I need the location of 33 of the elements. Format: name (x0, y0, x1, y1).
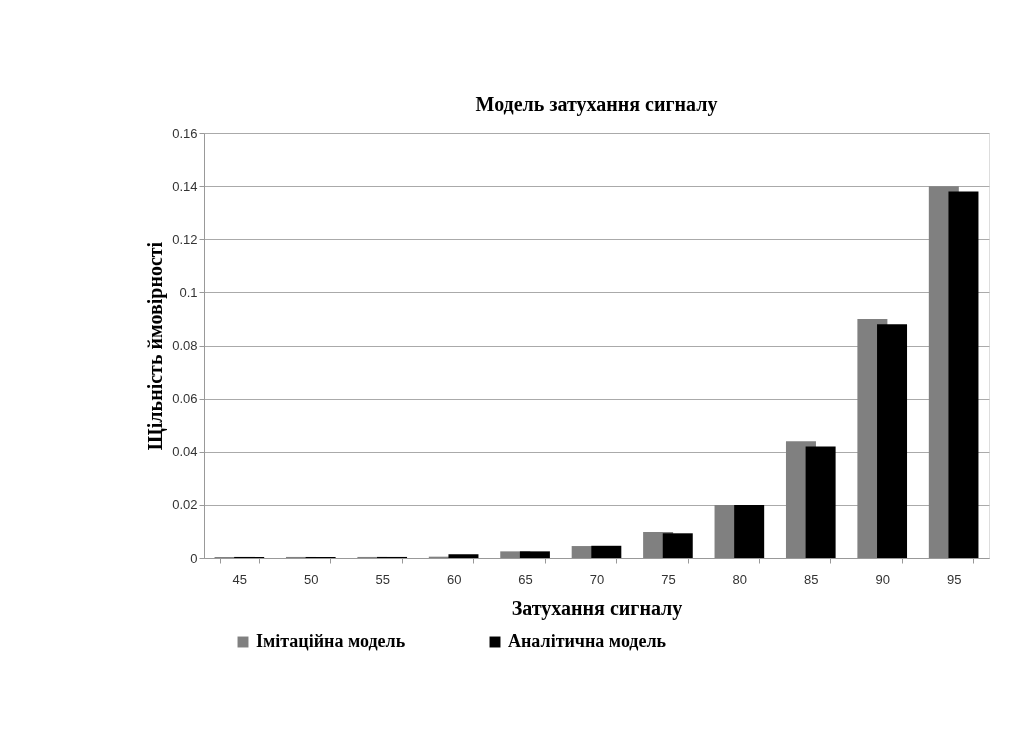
y-tick-label: 0.02 (172, 497, 198, 513)
x-tick-label: 60 (446, 571, 462, 587)
x-tick-label: 95 (946, 571, 962, 587)
x-tick-label: 85 (804, 571, 819, 587)
x-tick-label: 55 (375, 571, 390, 587)
y-tick-label: 0.16 (172, 125, 198, 141)
bar (948, 191, 979, 558)
y-tick-label: 0.12 (172, 231, 198, 247)
y-tick-label: 0 (190, 550, 198, 566)
y-tick-label: 0.06 (172, 391, 198, 407)
legend-label: Імітаційна модель (256, 631, 406, 651)
y-tick-label: 0.14 (172, 178, 198, 194)
y-tick-label: 0.08 (172, 338, 198, 353)
x-tick-label: 70 (589, 571, 605, 587)
y-tick-label: 0.04 (172, 444, 198, 460)
x-tick-label: 50 (304, 571, 319, 587)
x-tick-label: 75 (661, 571, 676, 587)
bar (877, 324, 908, 558)
x-tick-label: 90 (875, 571, 890, 587)
chart-title: Модель затухання сигналу (475, 93, 718, 116)
bar (734, 504, 765, 558)
y-axis-title: Щільність ймовірності (144, 241, 168, 451)
x-tick-label: 80 (732, 571, 748, 587)
x-tick-label: 45 (232, 571, 248, 587)
bar (662, 533, 693, 558)
bar (805, 446, 836, 558)
bar (448, 554, 479, 558)
x-axis-title: Затухання сигналу (511, 596, 683, 620)
legend-label: Аналітична модель (508, 631, 667, 651)
bar (519, 551, 550, 558)
bar (591, 545, 622, 558)
x-tick-label: 65 (518, 571, 533, 587)
y-tick-label: 0.1 (179, 284, 198, 300)
